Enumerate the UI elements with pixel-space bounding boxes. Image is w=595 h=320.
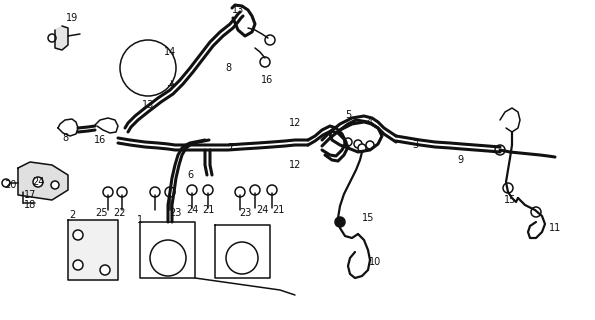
Text: 8: 8 [62, 133, 68, 143]
Text: 9: 9 [457, 155, 463, 165]
Circle shape [51, 181, 59, 189]
Text: 15: 15 [362, 213, 374, 223]
Circle shape [495, 145, 505, 155]
Circle shape [250, 185, 260, 195]
Text: 7: 7 [227, 143, 233, 153]
Circle shape [235, 187, 245, 197]
Circle shape [344, 138, 352, 146]
Circle shape [226, 242, 258, 274]
Circle shape [73, 230, 83, 240]
Circle shape [2, 179, 10, 187]
Circle shape [335, 217, 345, 227]
Text: 18: 18 [24, 200, 36, 210]
Text: 1: 1 [137, 215, 143, 225]
Text: 12: 12 [289, 118, 301, 128]
Circle shape [100, 265, 110, 275]
Text: 8: 8 [225, 63, 231, 73]
Text: 14: 14 [164, 47, 176, 57]
Text: 20: 20 [4, 180, 16, 190]
Text: 4: 4 [367, 117, 373, 127]
Circle shape [48, 34, 56, 42]
Text: 13: 13 [142, 100, 154, 110]
Text: 17: 17 [24, 190, 36, 200]
Text: 5: 5 [345, 110, 351, 120]
Text: 16: 16 [261, 75, 273, 85]
Text: 21: 21 [272, 205, 284, 215]
Text: 19: 19 [66, 13, 78, 23]
Text: 24: 24 [186, 205, 198, 215]
Circle shape [165, 187, 175, 197]
Circle shape [366, 141, 374, 149]
Polygon shape [55, 26, 68, 50]
Circle shape [503, 183, 513, 193]
Text: 2: 2 [69, 210, 75, 220]
Circle shape [33, 177, 43, 187]
Text: 11: 11 [549, 223, 561, 233]
Circle shape [354, 140, 362, 148]
Circle shape [120, 40, 176, 96]
Circle shape [187, 185, 197, 195]
Circle shape [150, 187, 160, 197]
Text: 6: 6 [187, 170, 193, 180]
Circle shape [117, 187, 127, 197]
Circle shape [260, 57, 270, 67]
Text: 10: 10 [369, 257, 381, 267]
Text: 23: 23 [169, 208, 181, 218]
Circle shape [150, 240, 186, 276]
Circle shape [358, 144, 366, 152]
Text: 22: 22 [114, 208, 126, 218]
Circle shape [103, 187, 113, 197]
Text: 21: 21 [202, 205, 214, 215]
Polygon shape [68, 220, 118, 280]
Text: 16: 16 [94, 135, 106, 145]
Circle shape [203, 185, 213, 195]
Text: 24: 24 [32, 177, 44, 187]
Text: 12: 12 [289, 160, 301, 170]
Text: 23: 23 [239, 208, 251, 218]
Polygon shape [18, 162, 68, 200]
Text: 3: 3 [412, 140, 418, 150]
Text: 13: 13 [232, 5, 244, 15]
Text: 25: 25 [96, 208, 108, 218]
Circle shape [267, 185, 277, 195]
Text: 15: 15 [504, 195, 516, 205]
Circle shape [73, 260, 83, 270]
Circle shape [265, 35, 275, 45]
Circle shape [531, 207, 541, 217]
Text: 24: 24 [256, 205, 268, 215]
